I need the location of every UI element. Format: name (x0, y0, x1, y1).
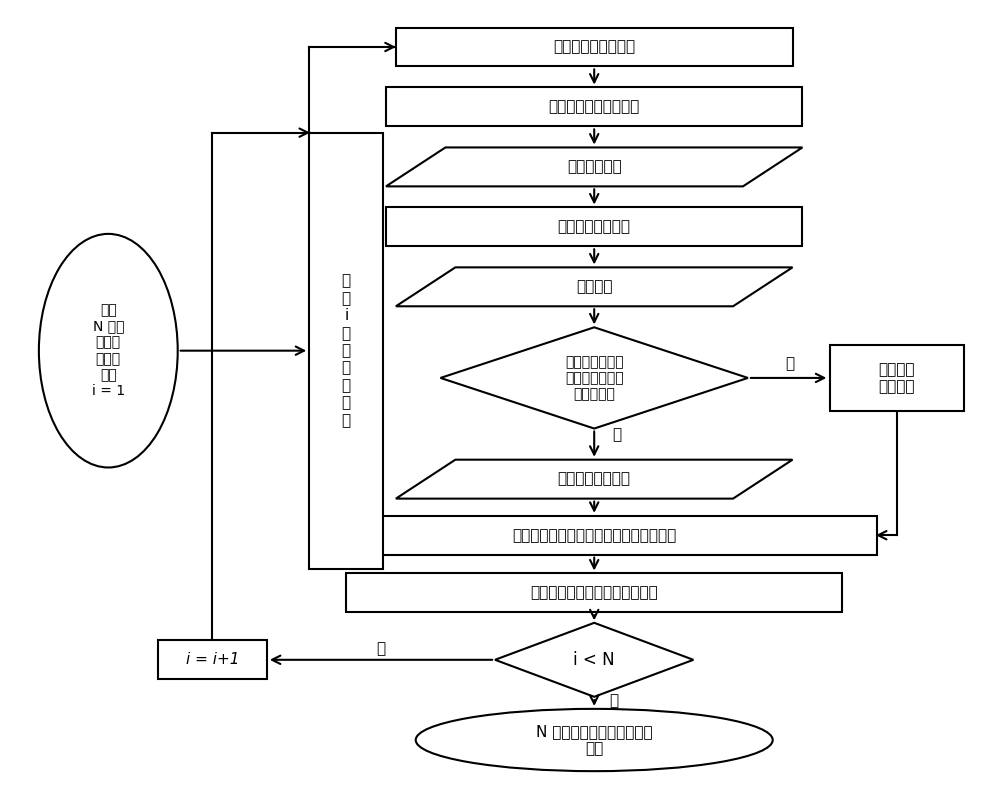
Bar (312, 515, 877, 555)
Ellipse shape (39, 234, 178, 467)
Polygon shape (386, 147, 802, 187)
Text: 典型变量: 典型变量 (576, 279, 612, 294)
Text: N 通道无肌电噪声脑电信号
结束: N 通道无肌电噪声脑电信号 结束 (536, 724, 653, 756)
Polygon shape (440, 327, 748, 429)
Bar (346, 574, 842, 612)
Polygon shape (396, 460, 793, 499)
Text: i = i+1: i = i+1 (186, 652, 239, 667)
Polygon shape (495, 623, 693, 696)
Text: 原始单通道脑电信号: 原始单通道脑电信号 (553, 39, 635, 54)
Bar (830, 345, 964, 411)
Bar (386, 87, 802, 127)
Text: 是: 是 (785, 357, 794, 371)
Text: 是: 是 (376, 641, 386, 656)
Text: 取
第
i
通
道
脑
电
信
号: 取 第 i 通 道 脑 电 信 号 (342, 274, 351, 428)
Text: 多集典型相关分析: 多集典型相关分析 (558, 220, 631, 235)
Bar (158, 641, 267, 679)
Text: 否: 否 (609, 693, 618, 708)
Bar (386, 208, 802, 246)
Text: 脑电信号典型变量: 脑电信号典型变量 (558, 471, 631, 486)
Text: i < N: i < N (573, 651, 615, 669)
Text: 判断每个典型变
量自相关系数是
否小于阈值: 判断每个典型变 量自相关系数是 否小于阈值 (565, 355, 624, 401)
Text: 肌电噪声
典型变量: 肌电噪声 典型变量 (878, 362, 915, 394)
Text: 消除肌电噪声的单通道脑电信号: 消除肌电噪声的单通道脑电信号 (530, 586, 658, 600)
Ellipse shape (416, 709, 773, 771)
Text: 总体平均经验模态分解: 总体平均经验模态分解 (549, 99, 640, 114)
Text: 否: 否 (612, 427, 621, 442)
Bar (309, 133, 383, 569)
Text: 肌电变量置零，脑电变量保留，信号重构: 肌电变量置零，脑电变量保留，信号重构 (512, 528, 676, 543)
Bar (396, 28, 793, 66)
Text: 原始
N 通道
脑电信
号，初
始化
i = 1: 原始 N 通道 脑电信 号，初 始化 i = 1 (92, 303, 125, 398)
Text: 本征模式分量: 本征模式分量 (567, 160, 622, 175)
Polygon shape (396, 268, 793, 306)
